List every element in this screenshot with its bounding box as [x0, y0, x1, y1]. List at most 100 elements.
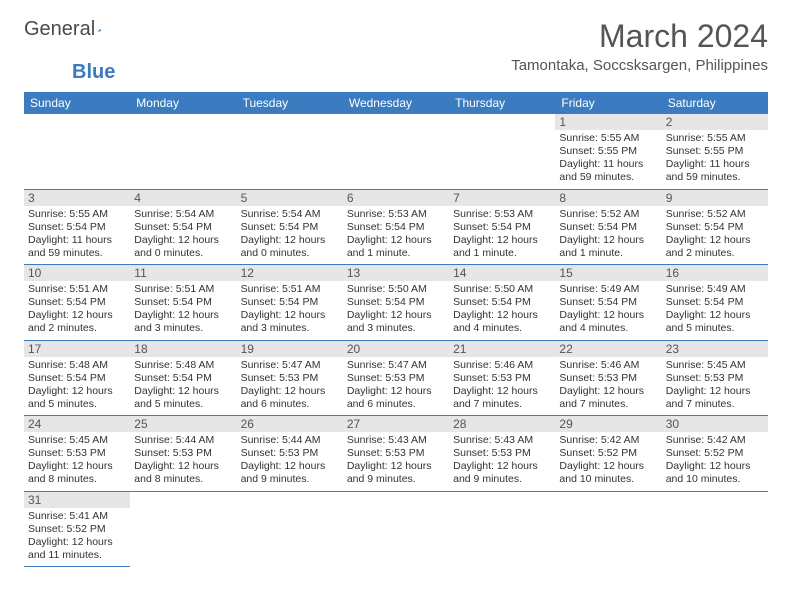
day-number: 13: [343, 265, 449, 281]
day-info: Sunrise: 5:46 AMSunset: 5:53 PMDaylight:…: [453, 359, 551, 412]
day-info: Sunrise: 5:44 AMSunset: 5:53 PMDaylight:…: [241, 434, 339, 487]
calendar-cell: 1 Sunrise: 5:55 AMSunset: 5:55 PMDaylight…: [555, 114, 661, 189]
day-number: 25: [130, 416, 236, 432]
day-info: Sunrise: 5:43 AMSunset: 5:53 PMDaylight:…: [347, 434, 445, 487]
weekday-header: Saturday: [662, 92, 768, 114]
calendar-cell: 17Sunrise: 5:48 AMSunset: 5:54 PMDayligh…: [24, 340, 130, 416]
day-info: Sunrise: 5:47 AMSunset: 5:53 PMDaylight:…: [347, 359, 445, 412]
calendar-cell: 13 Sunrise: 5:50 AMSunset: 5:54 PMDayligh…: [343, 265, 449, 341]
day-number: 21: [449, 341, 555, 357]
calendar-cell-empty: [343, 491, 449, 567]
day-info: Sunrise: 5:50 AMSunset: 5:54 PMDaylight:…: [453, 283, 551, 336]
day-info: Sunrise: 5:55 AMSunset: 5:54 PMDaylight:…: [28, 208, 126, 261]
location: Tamontaka, Soccsksargen, Philippines: [511, 57, 768, 74]
calendar-cell-empty: [662, 491, 768, 567]
day-info: Sunrise: 5:51 AMSunset: 5:54 PMDaylight:…: [134, 283, 232, 336]
day-info: Sunrise: 5:49 AMSunset: 5:54 PMDaylight:…: [666, 283, 764, 336]
calendar-cell: 23Sunrise: 5:45 AMSunset: 5:53 PMDayligh…: [662, 340, 768, 416]
logo-sail-icon: [97, 21, 101, 39]
calendar-cell: 20 Sunrise: 5:47 AMSunset: 5:53 PMDayligh…: [343, 340, 449, 416]
day-number: 26: [237, 416, 343, 432]
day-number: 29: [555, 416, 661, 432]
calendar-cell: 24Sunrise: 5:45 AMSunset: 5:53 PMDayligh…: [24, 416, 130, 492]
weekday-header: Monday: [130, 92, 236, 114]
calendar-cell-empty: [237, 491, 343, 567]
day-number: 22: [555, 341, 661, 357]
calendar-cell-empty: [237, 114, 343, 189]
calendar-cell-empty: [130, 114, 236, 189]
day-info: Sunrise: 5:47 AMSunset: 5:53 PMDaylight:…: [241, 359, 339, 412]
day-info: Sunrise: 5:42 AMSunset: 5:52 PMDaylight:…: [666, 434, 764, 487]
day-number: 27: [343, 416, 449, 432]
day-number: 31: [24, 492, 130, 508]
day-info: Sunrise: 5:49 AMSunset: 5:54 PMDaylight:…: [559, 283, 657, 336]
calendar-row: 17Sunrise: 5:48 AMSunset: 5:54 PMDayligh…: [24, 340, 768, 416]
day-info: Sunrise: 5:53 AMSunset: 5:54 PMDaylight:…: [347, 208, 445, 261]
calendar-cell: 5Sunrise: 5:54 AMSunset: 5:54 PMDaylight…: [237, 189, 343, 265]
calendar-cell: 30 Sunrise: 5:42 AMSunset: 5:52 PMDayligh…: [662, 416, 768, 492]
logo: General: [24, 18, 119, 41]
weekday-header: Wednesday: [343, 92, 449, 114]
calendar-cell: 10 Sunrise: 5:51 AMSunset: 5:54 PMDayligh…: [24, 265, 130, 341]
calendar-cell-empty: [130, 491, 236, 567]
calendar-cell: 7 Sunrise: 5:53 AMSunset: 5:54 PMDaylight…: [449, 189, 555, 265]
day-number: 28: [449, 416, 555, 432]
calendar-cell: 28 Sunrise: 5:43 AMSunset: 5:53 PMDayligh…: [449, 416, 555, 492]
calendar-cell: 9 Sunrise: 5:52 AMSunset: 5:54 PMDaylight…: [662, 189, 768, 265]
day-number: 5: [237, 190, 343, 206]
logo-text-2: Blue: [72, 61, 115, 83]
day-info: Sunrise: 5:43 AMSunset: 5:53 PMDaylight:…: [453, 434, 551, 487]
day-number: 12: [237, 265, 343, 281]
day-number: 18: [130, 341, 236, 357]
day-number: 30: [662, 416, 768, 432]
calendar-cell: 14 Sunrise: 5:50 AMSunset: 5:54 PMDayligh…: [449, 265, 555, 341]
day-number: 19: [237, 341, 343, 357]
day-number: 8: [555, 190, 661, 206]
day-info: Sunrise: 5:48 AMSunset: 5:54 PMDaylight:…: [28, 359, 126, 412]
day-number: 2: [662, 114, 768, 130]
calendar-cell-empty: [343, 114, 449, 189]
day-number: 24: [24, 416, 130, 432]
calendar-row: 3 Sunrise: 5:55 AMSunset: 5:54 PMDaylight…: [24, 189, 768, 265]
day-info: Sunrise: 5:48 AMSunset: 5:54 PMDaylight:…: [134, 359, 232, 412]
weekday-header: Thursday: [449, 92, 555, 114]
logo-text-1: General: [24, 18, 95, 41]
day-number: 20: [343, 341, 449, 357]
day-info: Sunrise: 5:51 AMSunset: 5:54 PMDaylight:…: [28, 283, 126, 336]
day-number: 6: [343, 190, 449, 206]
day-number: 7: [449, 190, 555, 206]
calendar-cell-empty: [449, 491, 555, 567]
day-info: Sunrise: 5:52 AMSunset: 5:54 PMDaylight:…: [559, 208, 657, 261]
day-info: Sunrise: 5:50 AMSunset: 5:54 PMDaylight:…: [347, 283, 445, 336]
day-number: 14: [449, 265, 555, 281]
title-block: March 2024 Tamontaka, Soccsksargen, Phil…: [511, 18, 768, 74]
day-number: 1: [555, 114, 661, 130]
calendar-row: 24Sunrise: 5:45 AMSunset: 5:53 PMDayligh…: [24, 416, 768, 492]
day-number: 10: [24, 265, 130, 281]
calendar-row: 1 Sunrise: 5:55 AMSunset: 5:55 PMDaylight…: [24, 114, 768, 189]
day-info: Sunrise: 5:55 AMSunset: 5:55 PMDaylight:…: [559, 132, 657, 185]
calendar-cell: 16 Sunrise: 5:49 AMSunset: 5:54 PMDayligh…: [662, 265, 768, 341]
calendar-cell-empty: [449, 114, 555, 189]
calendar-cell: 4Sunrise: 5:54 AMSunset: 5:54 PMDaylight…: [130, 189, 236, 265]
calendar-cell: 18 Sunrise: 5:48 AMSunset: 5:54 PMDayligh…: [130, 340, 236, 416]
day-info: Sunrise: 5:52 AMSunset: 5:54 PMDaylight:…: [666, 208, 764, 261]
calendar-cell: 21 Sunrise: 5:46 AMSunset: 5:53 PMDayligh…: [449, 340, 555, 416]
day-number: 3: [24, 190, 130, 206]
calendar-row: 10Sunrise: 5:51 AMSunset: 5:54 PMDayligh…: [24, 265, 768, 341]
calendar-cell: 11 Sunrise: 5:51 AMSunset: 5:54 PMDayligh…: [130, 265, 236, 341]
month-title: March 2024: [511, 18, 768, 55]
calendar-cell-empty: [555, 491, 661, 567]
day-number: 16: [662, 265, 768, 281]
calendar-table: Sunday Monday Tuesday Wednesday Thursday…: [24, 92, 768, 567]
day-info: Sunrise: 5:54 AMSunset: 5:54 PMDaylight:…: [134, 208, 232, 261]
weekday-header: Sunday: [24, 92, 130, 114]
calendar-cell: 3 Sunrise: 5:55 AMSunset: 5:54 PMDaylight…: [24, 189, 130, 265]
calendar-cell: 2Sunrise: 5:55 AMSunset: 5:55 PMDaylight…: [662, 114, 768, 189]
day-number: 11: [130, 265, 236, 281]
day-info: Sunrise: 5:53 AMSunset: 5:54 PMDaylight:…: [453, 208, 551, 261]
weekday-header: Friday: [555, 92, 661, 114]
calendar-cell: 27 Sunrise: 5:43 AMSunset: 5:53 PMDayligh…: [343, 416, 449, 492]
day-number: 9: [662, 190, 768, 206]
calendar-cell: 29Sunrise: 5:42 AMSunset: 5:52 PMDayligh…: [555, 416, 661, 492]
